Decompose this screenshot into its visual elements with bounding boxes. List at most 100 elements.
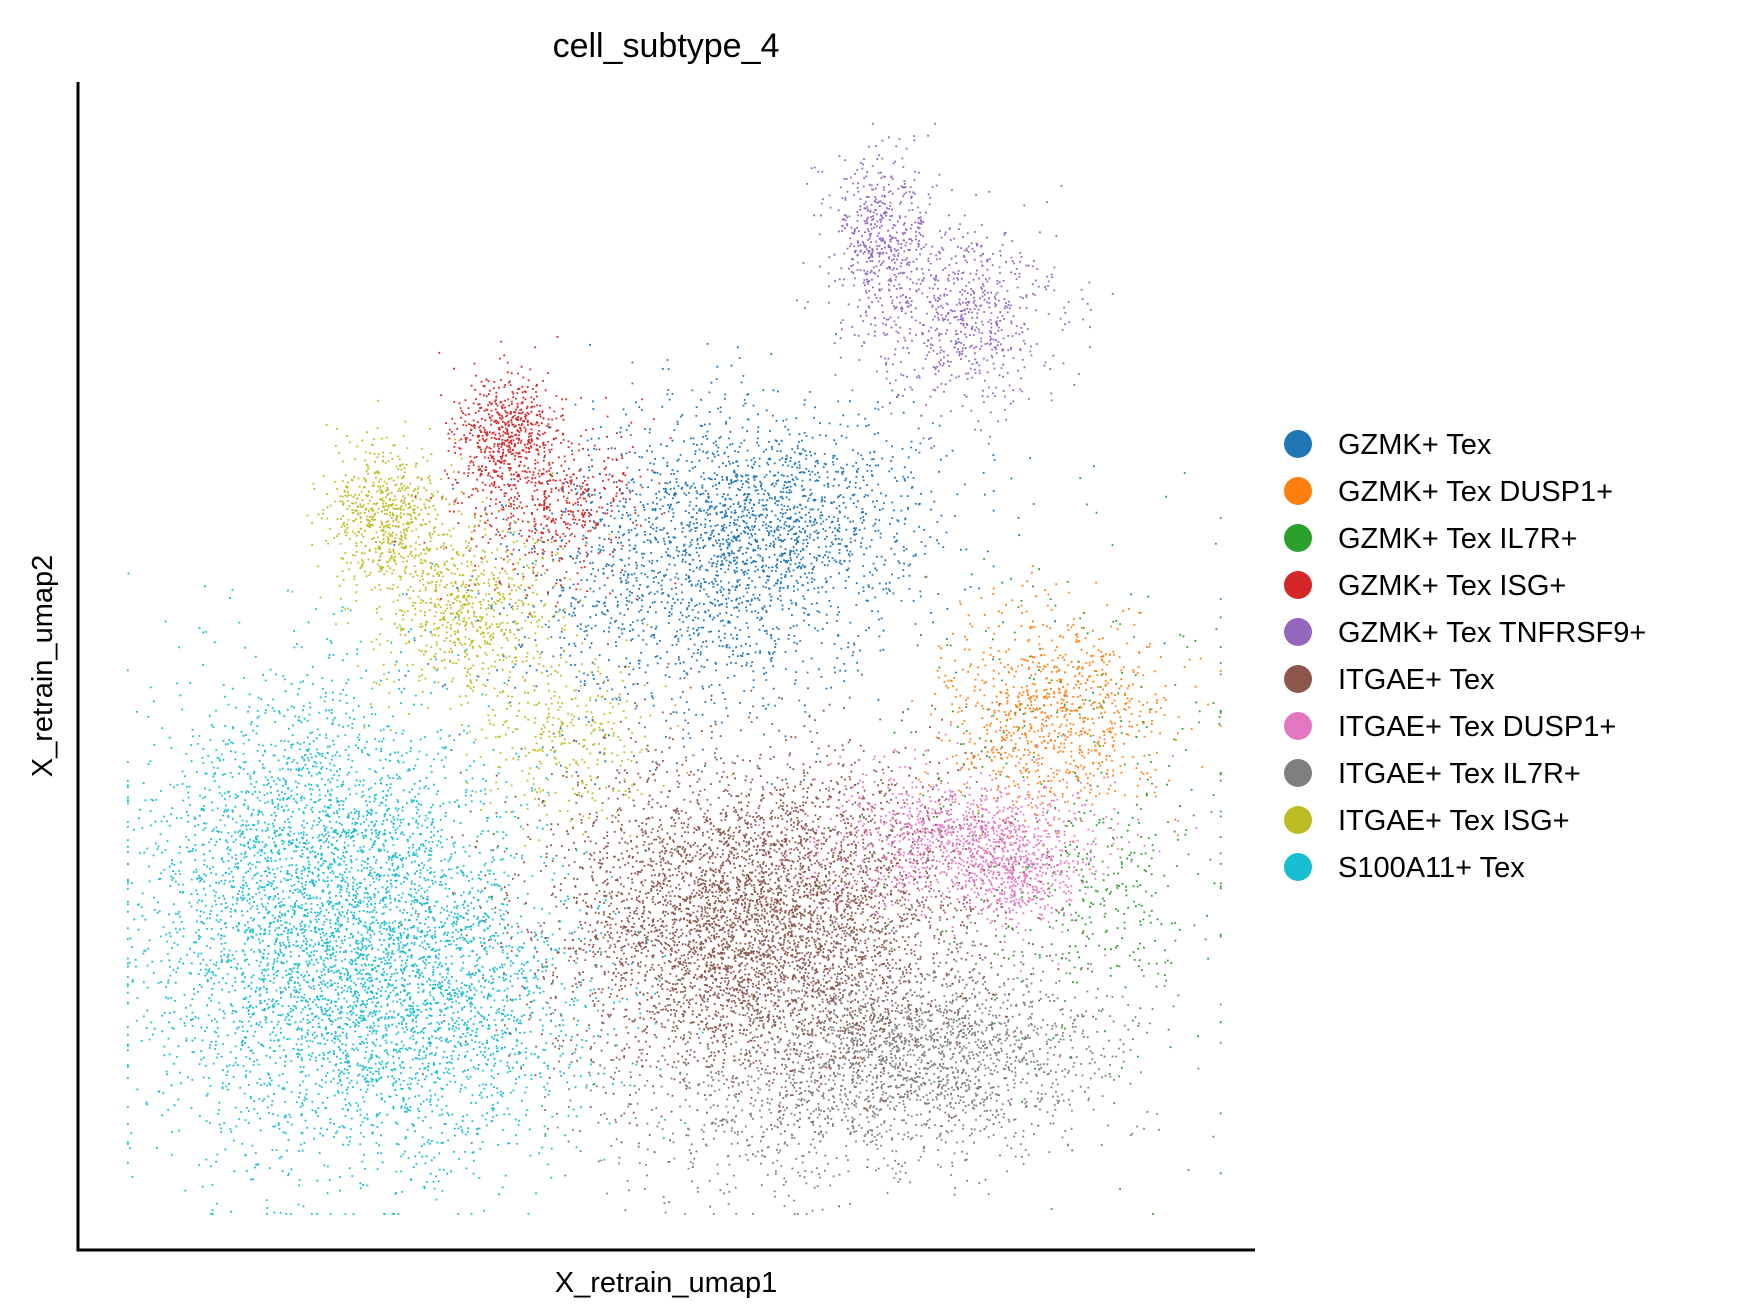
- scatter-point-batch: [828, 183, 1025, 440]
- scatter-point-batch: [636, 967, 1149, 1163]
- scatter-point-batch: [1052, 642, 1222, 1024]
- scatter-point-batch: [843, 122, 1065, 373]
- scatter-point-batch: [845, 201, 1062, 417]
- chart-title: cell_subtype_4: [553, 27, 780, 65]
- scatter-point-batch: [178, 613, 633, 1169]
- scatter-point-batch: [844, 161, 1023, 391]
- scatter-point-batch: [947, 666, 1180, 782]
- scatter-point-batch: [971, 581, 1207, 942]
- scatter-point-batch: [951, 624, 1153, 778]
- scatter-point-batch: [495, 770, 983, 1055]
- scatter-point-batch: [858, 806, 1118, 903]
- scatter-point-batch: [570, 964, 1122, 1193]
- scatter-point-batch: [813, 184, 978, 364]
- scatter-point-batch: [464, 346, 634, 538]
- legend-marker: [1284, 665, 1312, 693]
- scatter-point-batch: [447, 412, 594, 588]
- scatter-point-batch: [776, 782, 1198, 928]
- scatter-point-batch: [417, 761, 1089, 1113]
- legend-marker: [1284, 430, 1312, 458]
- scatter-point-batch: [522, 402, 980, 699]
- scatter-point-batch: [940, 610, 1153, 806]
- legend-label: ITGAE+ Tex: [1338, 664, 1495, 696]
- scatter-point-batch: [922, 662, 1222, 820]
- legend-marker: [1284, 853, 1312, 881]
- scatter-point-batch: [1091, 517, 1222, 1023]
- scatter-point-batch: [843, 212, 1034, 370]
- scatter-point-batch: [813, 772, 1130, 920]
- scatter-point-batch: [579, 967, 1015, 1208]
- scatter-point-batch: [970, 573, 1198, 878]
- scatter-point-batch: [1077, 707, 1157, 923]
- scatter-point-batch: [949, 644, 1212, 1190]
- scatter-point-batch: [841, 786, 1065, 973]
- scatter-point-batch: [839, 195, 1066, 382]
- scatter-point-batch: [887, 617, 1182, 973]
- scatter-point-batch: [346, 438, 652, 738]
- scatter-point-batch: [573, 962, 1166, 1170]
- scatter-point-batch: [978, 721, 1172, 1049]
- scatter-point-batch: [575, 642, 988, 1125]
- scatter-point-batch: [127, 668, 640, 1215]
- scatter-point-batch: [554, 979, 1099, 1186]
- scatter-point-batch: [543, 378, 915, 703]
- scatter-point-batch: [838, 155, 1007, 397]
- scatter-point-batch: [806, 779, 1070, 900]
- scatter-point-batch: [614, 990, 1089, 1189]
- scatter-point-batch: [352, 439, 586, 764]
- scatter-point-batch: [1104, 628, 1222, 1033]
- scatter-point-batch: [127, 628, 595, 1157]
- scatter-point-batch: [127, 682, 603, 1155]
- scatter-point-batch: [925, 575, 1116, 787]
- scatter-point-batch: [339, 478, 597, 847]
- scatter-point-batch: [990, 673, 1222, 950]
- scatter-point-batch: [556, 978, 1073, 1215]
- scatter-point-batch: [477, 393, 1021, 711]
- scatter-point-batch: [319, 456, 626, 781]
- scatter-point-batch: [137, 738, 621, 1215]
- scatter-point-batch: [618, 960, 1170, 1192]
- scatter-point-batch: [600, 954, 1107, 1215]
- scatter-point-batch: [1023, 495, 1168, 1058]
- scatter-point-batch: [476, 706, 978, 1126]
- scatter-point-batch: [460, 372, 618, 532]
- scatter-point-batch: [758, 782, 1120, 924]
- scatter-point-batch: [552, 375, 912, 721]
- legend-label: GZMK+ Tex DUSP1+: [1338, 476, 1613, 508]
- scatter-point-batch: [919, 612, 1149, 836]
- scatter-point-batch: [152, 606, 553, 1190]
- legend-marker: [1284, 712, 1312, 740]
- scatter-point-batch: [393, 402, 995, 751]
- scatter-point-batch: [950, 571, 1115, 820]
- scatter-point-batch: [911, 628, 1119, 837]
- scatter-point-batch: [469, 391, 610, 536]
- scatter-point-batch: [404, 438, 959, 677]
- scatter-point-batch: [342, 502, 625, 770]
- scatter-point-batch: [1029, 477, 1135, 971]
- scatter-point-batch: [851, 777, 1076, 913]
- scatter-point-batch: [866, 767, 1096, 919]
- scatter-point-batch: [857, 750, 1049, 912]
- scatter-point-batch: [1027, 685, 1187, 1040]
- legend-marker: [1284, 806, 1312, 834]
- scatter-points: [127, 122, 1222, 1215]
- scatter-point-batch: [1038, 581, 1222, 962]
- scatter-point-batch: [127, 712, 544, 1215]
- scatter-point-batch: [335, 439, 665, 836]
- scatter-point-batch: [340, 420, 608, 820]
- scatter-point-batch: [945, 618, 1151, 809]
- legend-label: GZMK+ Tex ISG+: [1338, 570, 1566, 602]
- x-axis-label: X_retrain_umap1: [555, 1267, 777, 1299]
- legend-label: GZMK+ Tex IL7R+: [1338, 523, 1578, 555]
- scatter-point-batch: [942, 635, 1222, 1029]
- scatter-point-batch: [805, 750, 1073, 925]
- scatter-point-batch: [519, 407, 891, 662]
- legend-marker: [1284, 477, 1312, 505]
- scatter-point-batch: [527, 749, 996, 1111]
- scatter-point-batch: [988, 756, 1222, 1115]
- scatter-point-batch: [922, 511, 1158, 1040]
- scatter-point-batch: [452, 746, 993, 1097]
- scatter-point-batch: [839, 749, 1064, 933]
- scatter-point-batch: [583, 403, 957, 702]
